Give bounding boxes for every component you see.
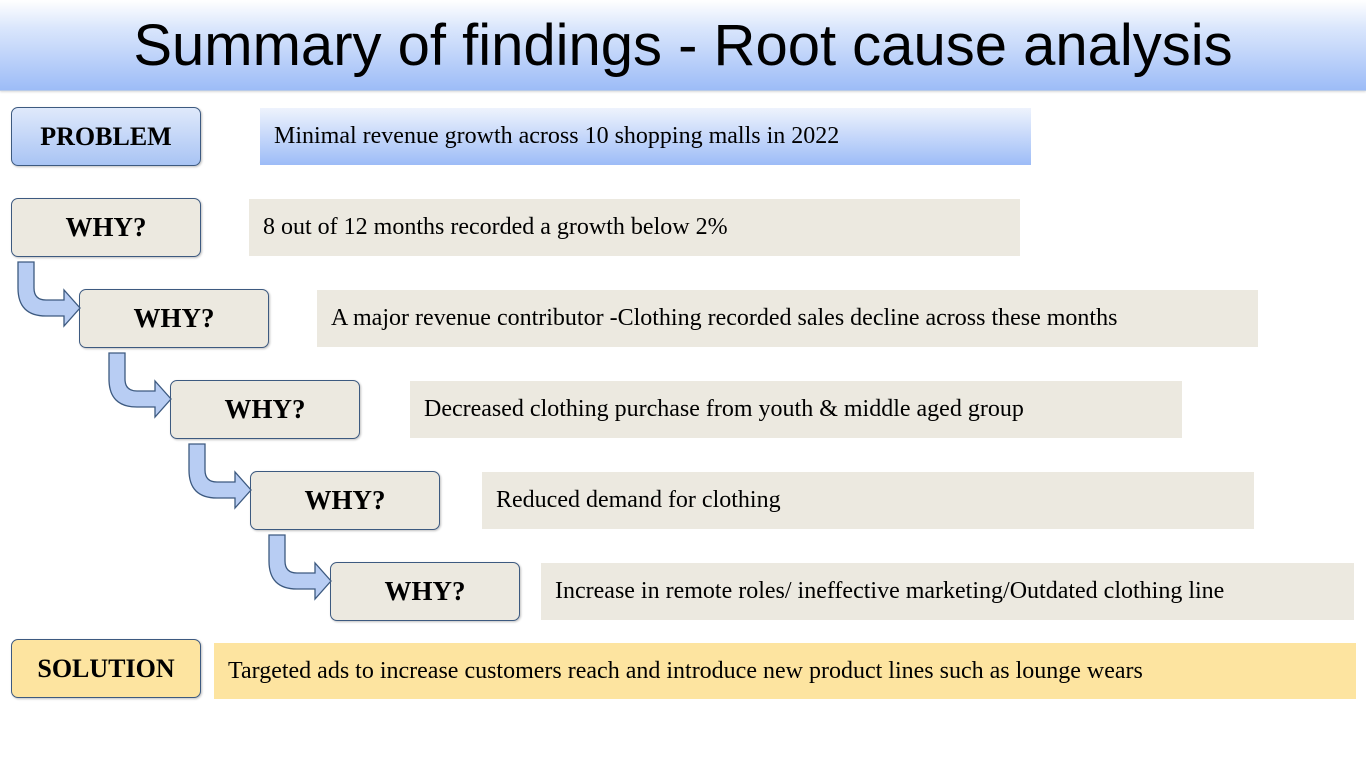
why-label-3: WHY? <box>170 380 360 439</box>
why-label-4: WHY? <box>250 471 440 530</box>
problem-label: PROBLEM <box>11 107 201 166</box>
page-title: Summary of findings - Root cause analysi… <box>133 13 1233 78</box>
why-label-2: WHY? <box>79 289 269 348</box>
problem-text: Minimal revenue growth across 10 shoppin… <box>260 108 1031 165</box>
why-text-5: Increase in remote roles/ ineffective ma… <box>541 563 1354 620</box>
why-label-1: WHY? <box>11 198 201 257</box>
title-bar: Summary of findings - Root cause analysi… <box>0 0 1366 91</box>
why-text-1: 8 out of 12 months recorded a growth bel… <box>249 199 1020 256</box>
bent-arrow-icon-3 <box>188 443 252 510</box>
solution-text: Targeted ads to increase customers reach… <box>214 643 1356 699</box>
bent-arrow-icon-4 <box>268 534 332 601</box>
solution-label: SOLUTION <box>11 639 201 698</box>
bent-arrow-icon-2 <box>108 352 172 419</box>
why-label-5: WHY? <box>330 562 520 621</box>
bent-arrow-icon-1 <box>17 261 81 328</box>
why-text-3: Decreased clothing purchase from youth &… <box>410 381 1182 438</box>
why-text-4: Reduced demand for clothing <box>482 472 1254 529</box>
why-text-2: A major revenue contributor -Clothing re… <box>317 290 1258 347</box>
